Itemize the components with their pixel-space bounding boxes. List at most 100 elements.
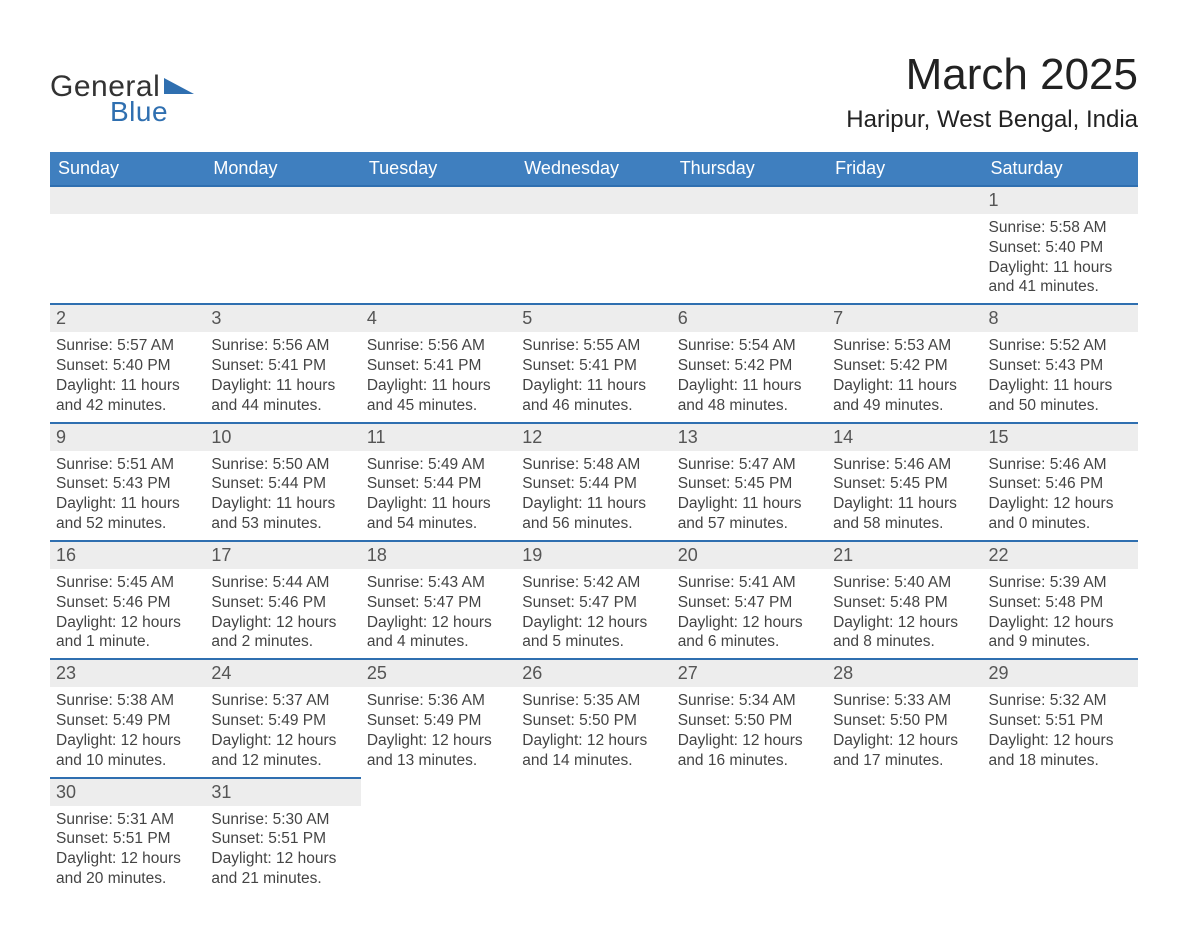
sunset-text: Sunset: 5:45 PM	[833, 474, 976, 494]
sunrise-text: Sunrise: 5:43 AM	[367, 573, 510, 593]
calendar-cell: 8Sunrise: 5:52 AMSunset: 5:43 PMDaylight…	[983, 303, 1138, 421]
calendar-cell: 17Sunrise: 5:44 AMSunset: 5:46 PMDayligh…	[205, 540, 360, 658]
sunrise-text: Sunrise: 5:32 AM	[989, 691, 1132, 711]
calendar-cell	[205, 185, 360, 303]
calendar-cell: 9Sunrise: 5:51 AMSunset: 5:43 PMDaylight…	[50, 422, 205, 540]
title-block: March 2025 Haripur, West Bengal, India	[846, 50, 1138, 134]
sunset-text: Sunset: 5:40 PM	[989, 238, 1132, 258]
daylight-text: Daylight: 12 hours and 16 minutes.	[678, 731, 821, 771]
day-body	[361, 777, 516, 807]
day-body: Sunrise: 5:34 AMSunset: 5:50 PMDaylight:…	[672, 687, 827, 776]
day-number-band: 14	[827, 422, 982, 451]
daylight-text: Daylight: 11 hours and 54 minutes.	[367, 494, 510, 534]
page: General Blue March 2025 Haripur, West Be…	[0, 0, 1188, 935]
day-number-band: 17	[205, 540, 360, 569]
calendar-cell: 31Sunrise: 5:30 AMSunset: 5:51 PMDayligh…	[205, 777, 360, 895]
calendar-cell: 1Sunrise: 5:58 AMSunset: 5:40 PMDaylight…	[983, 185, 1138, 303]
daylight-text: Daylight: 11 hours and 41 minutes.	[989, 258, 1132, 298]
day-number-band: 22	[983, 540, 1138, 569]
calendar-cell: 15Sunrise: 5:46 AMSunset: 5:46 PMDayligh…	[983, 422, 1138, 540]
col-sunday: Sunday	[50, 152, 205, 185]
day-number-band: 2	[50, 303, 205, 332]
daylight-text: Daylight: 11 hours and 56 minutes.	[522, 494, 665, 534]
daylight-text: Daylight: 11 hours and 50 minutes.	[989, 376, 1132, 416]
daylight-text: Daylight: 12 hours and 10 minutes.	[56, 731, 199, 771]
sunset-text: Sunset: 5:47 PM	[678, 593, 821, 613]
day-number-band: 3	[205, 303, 360, 332]
day-number-band	[50, 185, 205, 214]
daylight-text: Daylight: 11 hours and 45 minutes.	[367, 376, 510, 416]
sunset-text: Sunset: 5:46 PM	[989, 474, 1132, 494]
calendar-cell: 10Sunrise: 5:50 AMSunset: 5:44 PMDayligh…	[205, 422, 360, 540]
day-body: Sunrise: 5:46 AMSunset: 5:46 PMDaylight:…	[983, 451, 1138, 540]
day-number-band: 6	[672, 303, 827, 332]
daylight-text: Daylight: 11 hours and 42 minutes.	[56, 376, 199, 416]
col-monday: Monday	[205, 152, 360, 185]
calendar-cell: 25Sunrise: 5:36 AMSunset: 5:49 PMDayligh…	[361, 658, 516, 776]
sunset-text: Sunset: 5:51 PM	[211, 829, 354, 849]
sunset-text: Sunset: 5:41 PM	[367, 356, 510, 376]
sunrise-text: Sunrise: 5:54 AM	[678, 336, 821, 356]
sunrise-text: Sunrise: 5:52 AM	[989, 336, 1132, 356]
day-number-band: 24	[205, 658, 360, 687]
daylight-text: Daylight: 11 hours and 52 minutes.	[56, 494, 199, 534]
sunrise-text: Sunrise: 5:35 AM	[522, 691, 665, 711]
sunset-text: Sunset: 5:49 PM	[367, 711, 510, 731]
calendar-cell: 30Sunrise: 5:31 AMSunset: 5:51 PMDayligh…	[50, 777, 205, 895]
sunset-text: Sunset: 5:51 PM	[56, 829, 199, 849]
header: General Blue March 2025 Haripur, West Be…	[50, 50, 1138, 134]
sunrise-text: Sunrise: 5:34 AM	[678, 691, 821, 711]
sunrise-text: Sunrise: 5:41 AM	[678, 573, 821, 593]
day-number-band	[205, 185, 360, 214]
day-body: Sunrise: 5:33 AMSunset: 5:50 PMDaylight:…	[827, 687, 982, 776]
sunrise-text: Sunrise: 5:55 AM	[522, 336, 665, 356]
sunset-text: Sunset: 5:48 PM	[989, 593, 1132, 613]
daylight-text: Daylight: 12 hours and 5 minutes.	[522, 613, 665, 653]
day-body: Sunrise: 5:30 AMSunset: 5:51 PMDaylight:…	[205, 806, 360, 895]
day-body: Sunrise: 5:58 AMSunset: 5:40 PMDaylight:…	[983, 214, 1138, 303]
day-body: Sunrise: 5:52 AMSunset: 5:43 PMDaylight:…	[983, 332, 1138, 421]
day-number-band: 7	[827, 303, 982, 332]
day-number-band: 28	[827, 658, 982, 687]
day-number-band	[516, 185, 671, 214]
calendar-cell: 20Sunrise: 5:41 AMSunset: 5:47 PMDayligh…	[672, 540, 827, 658]
day-body: Sunrise: 5:48 AMSunset: 5:44 PMDaylight:…	[516, 451, 671, 540]
day-body	[50, 214, 205, 244]
day-body: Sunrise: 5:40 AMSunset: 5:48 PMDaylight:…	[827, 569, 982, 658]
day-body: Sunrise: 5:56 AMSunset: 5:41 PMDaylight:…	[361, 332, 516, 421]
day-body: Sunrise: 5:35 AMSunset: 5:50 PMDaylight:…	[516, 687, 671, 776]
col-wednesday: Wednesday	[516, 152, 671, 185]
calendar-cell: 14Sunrise: 5:46 AMSunset: 5:45 PMDayligh…	[827, 422, 982, 540]
calendar-cell	[672, 185, 827, 303]
day-number-band: 18	[361, 540, 516, 569]
sunset-text: Sunset: 5:42 PM	[678, 356, 821, 376]
day-body: Sunrise: 5:37 AMSunset: 5:49 PMDaylight:…	[205, 687, 360, 776]
day-body: Sunrise: 5:39 AMSunset: 5:48 PMDaylight:…	[983, 569, 1138, 658]
daylight-text: Daylight: 12 hours and 0 minutes.	[989, 494, 1132, 534]
sunrise-text: Sunrise: 5:47 AM	[678, 455, 821, 475]
sunrise-text: Sunrise: 5:53 AM	[833, 336, 976, 356]
daylight-text: Daylight: 12 hours and 17 minutes.	[833, 731, 976, 771]
calendar-cell: 3Sunrise: 5:56 AMSunset: 5:41 PMDaylight…	[205, 303, 360, 421]
day-body: Sunrise: 5:53 AMSunset: 5:42 PMDaylight:…	[827, 332, 982, 421]
day-number-band: 20	[672, 540, 827, 569]
location-subtitle: Haripur, West Bengal, India	[846, 106, 1138, 134]
day-number-band: 30	[50, 777, 205, 806]
calendar-cell: 11Sunrise: 5:49 AMSunset: 5:44 PMDayligh…	[361, 422, 516, 540]
calendar-week: 30Sunrise: 5:31 AMSunset: 5:51 PMDayligh…	[50, 777, 1138, 895]
day-body: Sunrise: 5:47 AMSunset: 5:45 PMDaylight:…	[672, 451, 827, 540]
sunrise-text: Sunrise: 5:38 AM	[56, 691, 199, 711]
daylight-text: Daylight: 11 hours and 53 minutes.	[211, 494, 354, 534]
month-title: March 2025	[846, 50, 1138, 100]
sunrise-text: Sunrise: 5:45 AM	[56, 573, 199, 593]
sunset-text: Sunset: 5:49 PM	[56, 711, 199, 731]
daylight-text: Daylight: 12 hours and 8 minutes.	[833, 613, 976, 653]
sunset-text: Sunset: 5:50 PM	[678, 711, 821, 731]
sunrise-text: Sunrise: 5:31 AM	[56, 810, 199, 830]
daylight-text: Daylight: 11 hours and 58 minutes.	[833, 494, 976, 534]
calendar-cell: 18Sunrise: 5:43 AMSunset: 5:47 PMDayligh…	[361, 540, 516, 658]
day-body: Sunrise: 5:56 AMSunset: 5:41 PMDaylight:…	[205, 332, 360, 421]
sunrise-text: Sunrise: 5:56 AM	[367, 336, 510, 356]
day-number-band: 25	[361, 658, 516, 687]
calendar-cell: 29Sunrise: 5:32 AMSunset: 5:51 PMDayligh…	[983, 658, 1138, 776]
